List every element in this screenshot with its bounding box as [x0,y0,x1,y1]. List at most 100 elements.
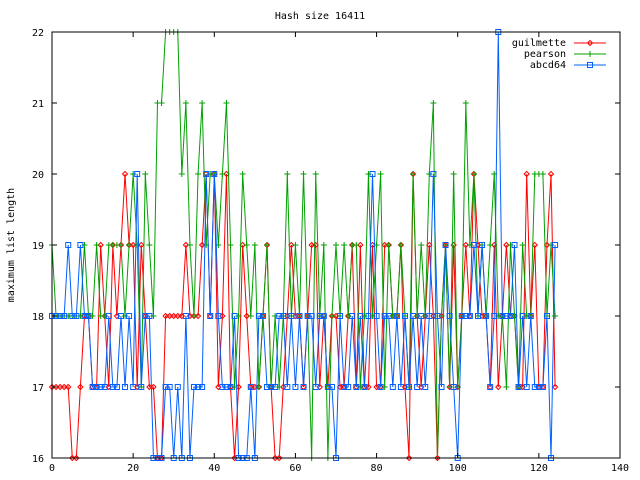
data-point-abcd64 [373,313,380,319]
data-point-abcd64 [438,384,445,390]
data-point-abcd64 [535,384,542,390]
data-point-abcd64 [479,242,486,248]
data-point-pearson [134,242,141,248]
data-point-abcd64 [138,384,145,390]
data-point-abcd64 [523,384,530,390]
data-point-pearson [195,171,202,177]
data-point-abcd64 [515,384,522,390]
data-point-abcd64 [483,313,490,319]
data-point-abcd64 [203,171,210,177]
data-point-abcd64 [255,313,262,319]
data-point-pearson [284,171,291,177]
data-point-guilmette [65,383,72,391]
data-point-guilmette [198,241,206,249]
data-point-abcd64 [458,313,465,319]
data-point-guilmette [138,241,145,249]
data-point-pearson [178,171,185,177]
data-point-guilmette [69,454,76,462]
data-point-guilmette [170,312,177,320]
data-point-abcd64 [81,313,88,319]
data-point-pearson [300,171,307,177]
data-point-abcd64 [539,384,546,390]
data-point-abcd64 [393,313,400,319]
data-point-guilmette [357,241,364,249]
data-point-abcd64 [69,313,76,319]
y-axis-label: maximum list length [6,188,17,302]
data-point-abcd64 [406,384,413,390]
data-point-abcd64 [341,384,348,390]
data-point-pearson [470,171,477,177]
data-point-pearson [247,313,254,319]
y-tick-label: 18 [32,312,44,323]
data-point-abcd64 [389,384,396,390]
data-point-abcd64 [61,313,68,319]
data-point-guilmette [182,241,190,249]
data-point-abcd64 [268,384,275,390]
data-point-pearson [251,242,258,248]
data-point-abcd64 [146,313,153,319]
data-point-abcd64 [328,384,335,390]
data-point-abcd64 [207,313,214,319]
data-point-abcd64 [109,384,116,390]
data-point-abcd64 [491,313,498,319]
data-point-guilmette [495,383,502,391]
data-point-abcd64 [410,313,417,319]
data-point-pearson [93,242,100,248]
data-point-abcd64 [113,384,120,390]
data-point-abcd64 [101,384,108,390]
legend-label-abcd64: abcd64 [530,60,566,71]
data-point-abcd64 [401,313,408,319]
data-point-abcd64 [462,313,469,319]
data-point-abcd64 [377,384,384,390]
data-point-abcd64 [475,313,481,319]
data-point-abcd64 [369,171,376,177]
data-point-abcd64 [434,313,441,319]
y-tick-label: 21 [32,99,44,110]
data-point-abcd64 [361,384,368,390]
data-point-abcd64 [397,384,404,390]
data-point-abcd64 [527,313,534,319]
y-tick-label: 20 [32,170,44,181]
data-point-pearson [397,242,404,248]
x-tick-label: 0 [49,463,55,474]
data-point-abcd64 [446,313,453,319]
data-point-abcd64 [531,384,538,390]
data-point-pearson [243,242,250,248]
data-point-abcd64 [316,313,323,319]
data-point-abcd64 [195,384,202,390]
data-point-abcd64 [223,384,230,390]
data-point-abcd64 [507,313,514,319]
data-point-abcd64 [324,384,331,390]
data-point-abcd64 [182,313,189,319]
data-point-pearson [552,313,559,319]
data-point-abcd64 [543,313,550,319]
data-point-pearson [353,242,360,248]
data-point-guilmette [129,241,137,249]
data-point-abcd64 [450,384,457,390]
data-point-guilmette [462,241,470,249]
data-point-abcd64 [174,384,181,390]
data-point-abcd64 [292,384,299,390]
data-point-abcd64 [320,313,327,319]
data-point-abcd64 [312,384,319,390]
data-point-abcd64 [442,242,449,248]
data-point-guilmette [381,241,388,249]
data-point-guilmette [56,383,64,391]
data-point-abcd64 [211,171,218,177]
series-line-abcd64 [52,31,556,459]
data-point-guilmette [52,383,60,391]
data-point-pearson [126,242,133,248]
data-point-abcd64 [97,384,104,390]
data-point-guilmette [60,383,68,391]
data-point-abcd64 [466,313,473,319]
data-point-abcd64 [65,242,72,248]
data-point-abcd64 [300,384,307,390]
data-point-abcd64 [337,313,344,319]
data-point-abcd64 [122,384,129,390]
data-point-pearson [219,171,226,177]
data-point-guilmette [97,241,104,249]
data-point-abcd64 [93,384,100,390]
data-point-abcd64 [296,313,303,319]
